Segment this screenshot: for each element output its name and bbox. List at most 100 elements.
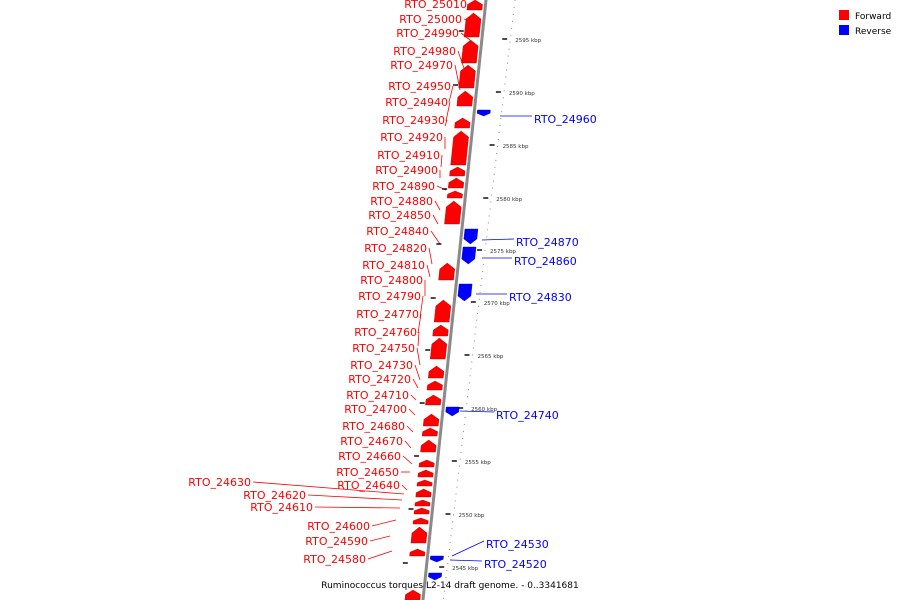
gene-block-forward	[450, 130, 469, 166]
scale-label: 2550 kbp	[459, 513, 485, 519]
gene-block-forward	[428, 365, 445, 379]
leader-line-forward	[307, 494, 403, 501]
gene-block-reverse	[476, 109, 491, 117]
leader-line-forward	[367, 550, 393, 560]
gene-block-forward	[449, 166, 466, 177]
gene-block-forward	[461, 39, 479, 64]
gene-block-forward	[416, 479, 433, 487]
gene-label-forward: RTO_24910	[377, 149, 440, 162]
gene-label-forward: RTO_24630	[188, 476, 251, 489]
leader-line-forward	[426, 264, 431, 278]
gene-block-reverse	[428, 572, 442, 581]
leader-line-forward	[440, 154, 443, 168]
gene-label-forward: RTO_24800	[360, 274, 423, 287]
gene-block-forward	[463, 12, 482, 38]
gene-label-forward: RTO_24620	[243, 489, 306, 502]
gene-block-forward	[426, 380, 443, 391]
gene-label-forward: RTO_25000	[399, 13, 462, 26]
leader-line-reverse	[481, 238, 515, 241]
gene-block-forward	[420, 439, 437, 453]
leader-line-forward	[406, 425, 414, 433]
backbone	[421, 0, 488, 600]
leader-line-forward	[444, 119, 448, 127]
gene-block-forward	[425, 394, 442, 406]
gene-label-reverse: RTO_24530	[486, 538, 549, 551]
gene-label-forward: RTO_24920	[380, 131, 443, 144]
gene-label-forward: RTO_24840	[366, 225, 429, 238]
scale-label: 2570 kbp	[484, 301, 510, 307]
gene-block-forward	[415, 488, 432, 498]
leader-line-forward	[401, 484, 408, 491]
scale-label: 2585 kbp	[503, 144, 529, 150]
leader-line-reverse	[451, 540, 485, 557]
scale-label: 2560 kbp	[471, 407, 497, 413]
genome-caption: Ruminococcus torques L2-14 draft genome.…	[321, 581, 578, 591]
gene-labels: RTO_25010RTO_25000RTO_24990RTO_24980RTO_…	[188, 0, 596, 571]
legend-label-reverse: Reverse	[855, 27, 892, 37]
leader-line-forward	[417, 331, 420, 347]
gene-block-reverse	[457, 283, 473, 302]
gene-label-forward: RTO_24890	[372, 180, 435, 193]
leader-line-forward	[419, 295, 424, 319]
gene-block-forward	[423, 413, 440, 427]
legend-swatch-reverse	[839, 25, 849, 35]
gene-label-reverse: RTO_24830	[509, 291, 572, 304]
scale-label: 2565 kbp	[477, 354, 503, 360]
gene-label-reverse: RTO_24740	[496, 409, 559, 422]
gene-label-forward: RTO_24950	[388, 80, 451, 93]
gene-block-reverse	[463, 228, 479, 245]
gene-label-forward: RTO_24730	[350, 359, 413, 372]
legend: Forward Reverse	[839, 10, 892, 37]
gene-label-forward: RTO_24810	[362, 259, 425, 272]
gene-label-forward: RTO_24980	[393, 45, 456, 58]
gene-block-forward	[438, 262, 455, 281]
leader-line-forward	[408, 408, 416, 416]
scale-label: 2580 kbp	[496, 197, 522, 203]
leader-line-forward	[252, 481, 405, 495]
gene-block-forward	[446, 190, 463, 199]
leader-line-forward	[430, 230, 441, 245]
gene-label-forward: RTO_24670	[340, 435, 403, 448]
gene-block-forward	[409, 548, 426, 557]
gene-block-forward	[466, 0, 483, 11]
gene-label-forward: RTO_24750	[352, 342, 415, 355]
gene-block-forward	[418, 459, 435, 468]
gene-block-forward	[404, 589, 421, 600]
gene-label-forward: RTO_24710	[346, 389, 409, 402]
gene-label-forward: RTO_24790	[358, 290, 421, 303]
gene-label-reverse: RTO_24520	[484, 558, 547, 571]
legend-swatch-forward	[839, 10, 849, 20]
leader-line-forward	[371, 519, 397, 527]
leader-line-reverse	[449, 559, 483, 562]
leader-line-reverse	[459, 410, 495, 413]
leader-line-forward	[314, 506, 401, 509]
leader-line-forward	[369, 535, 391, 542]
gene-block-forward	[421, 427, 438, 437]
gene-label-forward: RTO_24820	[364, 242, 427, 255]
scale-ruler: 2595 kbp 2590 kbp 2585 kbp 2580 kbp 2575 kbp…	[402, 0, 542, 600]
leader-line-forward	[428, 247, 433, 265]
gene-label-forward: RTO_24770	[356, 308, 419, 321]
gene-label-forward: RTO_24880	[370, 195, 433, 208]
leader-line-forward	[445, 101, 451, 122]
leader-line-forward	[412, 378, 419, 389]
leader-line-forward	[434, 200, 441, 211]
gene-label-reverse: RTO_24860	[514, 255, 577, 268]
gene-label-forward: RTO_24970	[390, 59, 453, 72]
gene-block-forward	[444, 200, 462, 225]
gene-label-forward: RTO_24650	[336, 466, 399, 479]
gene-label-forward: RTO_24660	[338, 450, 401, 463]
gene-label-forward: RTO_24600	[307, 520, 370, 533]
gene-block-reverse	[445, 406, 460, 417]
leader-line-forward	[416, 347, 421, 366]
gene-block-forward	[458, 64, 476, 89]
leader-lines	[252, 3, 532, 562]
gene-block-forward	[414, 499, 431, 507]
gene-label-forward: RTO_24900	[375, 164, 438, 177]
gene-label-forward: RTO_24760	[354, 326, 417, 339]
gene-label-forward: RTO_24700	[344, 403, 407, 416]
gene-label-forward: RTO_24940	[385, 96, 448, 109]
gene-block-forward	[413, 507, 430, 515]
gene-block-forward	[448, 177, 465, 189]
